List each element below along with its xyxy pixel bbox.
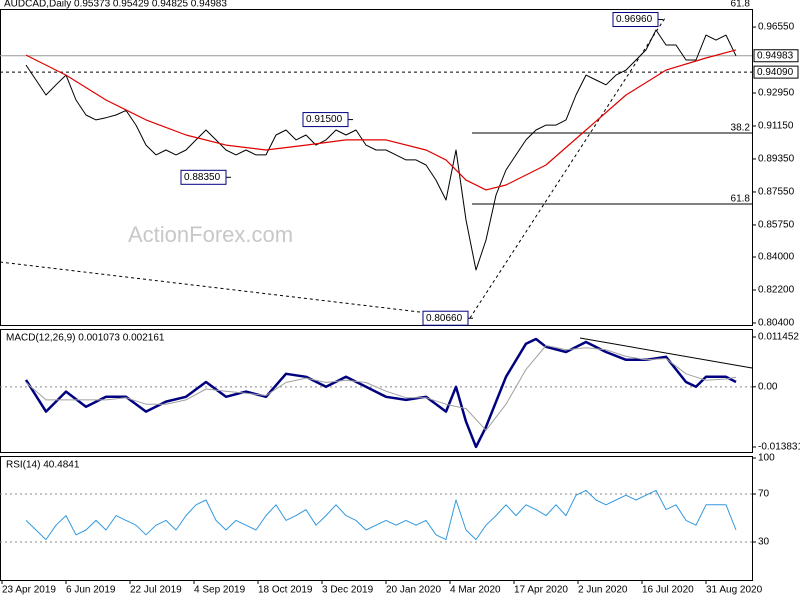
series-line	[24, 337, 737, 449]
x-tick-label: 17 Apr 2020	[514, 585, 568, 596]
y-tick-label: 0.92950	[758, 88, 795, 99]
annotation-box	[302, 112, 349, 128]
y-tick-label: 70	[758, 489, 770, 500]
panel-title: RSI(14) 40.4841	[6, 460, 80, 471]
x-tick-label: 2 Jun 2020	[578, 585, 628, 596]
annotation-box	[422, 310, 469, 326]
price-label: 0.94090	[757, 67, 794, 78]
price-label: 0.94983	[757, 50, 794, 61]
x-tick-label: 20 Jan 2020	[386, 585, 441, 596]
annotation-label: 0.88350	[184, 172, 221, 183]
y-tick-label: 0.85750	[758, 220, 795, 231]
x-tick-label: 6 Jun 2019	[66, 585, 116, 596]
annotation-label: 0.96960	[616, 14, 653, 25]
x-tick-label: 31 Aug 2020	[706, 585, 763, 596]
y-tick-label: -0.013831	[758, 442, 800, 453]
annotation-box	[180, 169, 227, 185]
series-line	[25, 49, 737, 191]
y-tick-label: 0.82200	[758, 285, 795, 296]
x-tick-label: 4 Sep 2019	[194, 585, 246, 596]
panel-title: MACD(12,26,9) 0.001073 0.002161	[6, 333, 165, 344]
x-tick-label: 4 Mar 2020	[450, 585, 501, 596]
macd-panel	[0, 329, 753, 453]
series-line	[25, 29, 737, 271]
y-tick-label: 30	[758, 537, 770, 548]
y-tick-label: 0.00	[758, 381, 778, 392]
annotation-label: 0.91500	[306, 114, 343, 125]
series-line	[25, 489, 737, 541]
y-tick-label: 0.011452	[758, 332, 799, 343]
rsi-panel	[0, 456, 753, 581]
y-tick-label: 0.80400	[758, 318, 795, 329]
x-tick-label: 22 Jul 2019	[130, 585, 182, 596]
y-tick-label: 0.96550	[758, 22, 795, 33]
x-tick-label: 3 Dec 2019	[322, 585, 374, 596]
watermark: ActionForex.com	[128, 222, 293, 247]
x-tick-label: 18 Oct 2019	[258, 585, 313, 596]
price-box	[753, 65, 799, 79]
y-tick-label: 0.87550	[758, 187, 795, 198]
price-panel	[0, 9, 753, 326]
series-line	[25, 345, 737, 431]
y-tick-label: 0.89350	[758, 154, 795, 165]
annotation-label: 0.80660	[426, 313, 463, 324]
x-tick-label: 23 Apr 2019	[2, 585, 56, 596]
trend-line	[579, 337, 753, 369]
chart-title: AUDCAD,Daily 0.95373 0.95429 0.94825 0.9…	[4, 0, 227, 10]
y-tick-label: 100	[758, 453, 775, 464]
price-box	[753, 49, 799, 63]
annotation-box	[612, 12, 659, 28]
y-tick-label: 0.91150	[758, 121, 794, 132]
x-tick-label: 16 Jul 2020	[642, 585, 694, 596]
y-tick-label: 0.84000	[758, 252, 795, 263]
fib-label: 38.2	[731, 123, 751, 134]
fib-label: 61.8	[731, 0, 751, 10]
fib-label: 61.8	[731, 194, 751, 205]
trend-line	[0, 261, 471, 319]
